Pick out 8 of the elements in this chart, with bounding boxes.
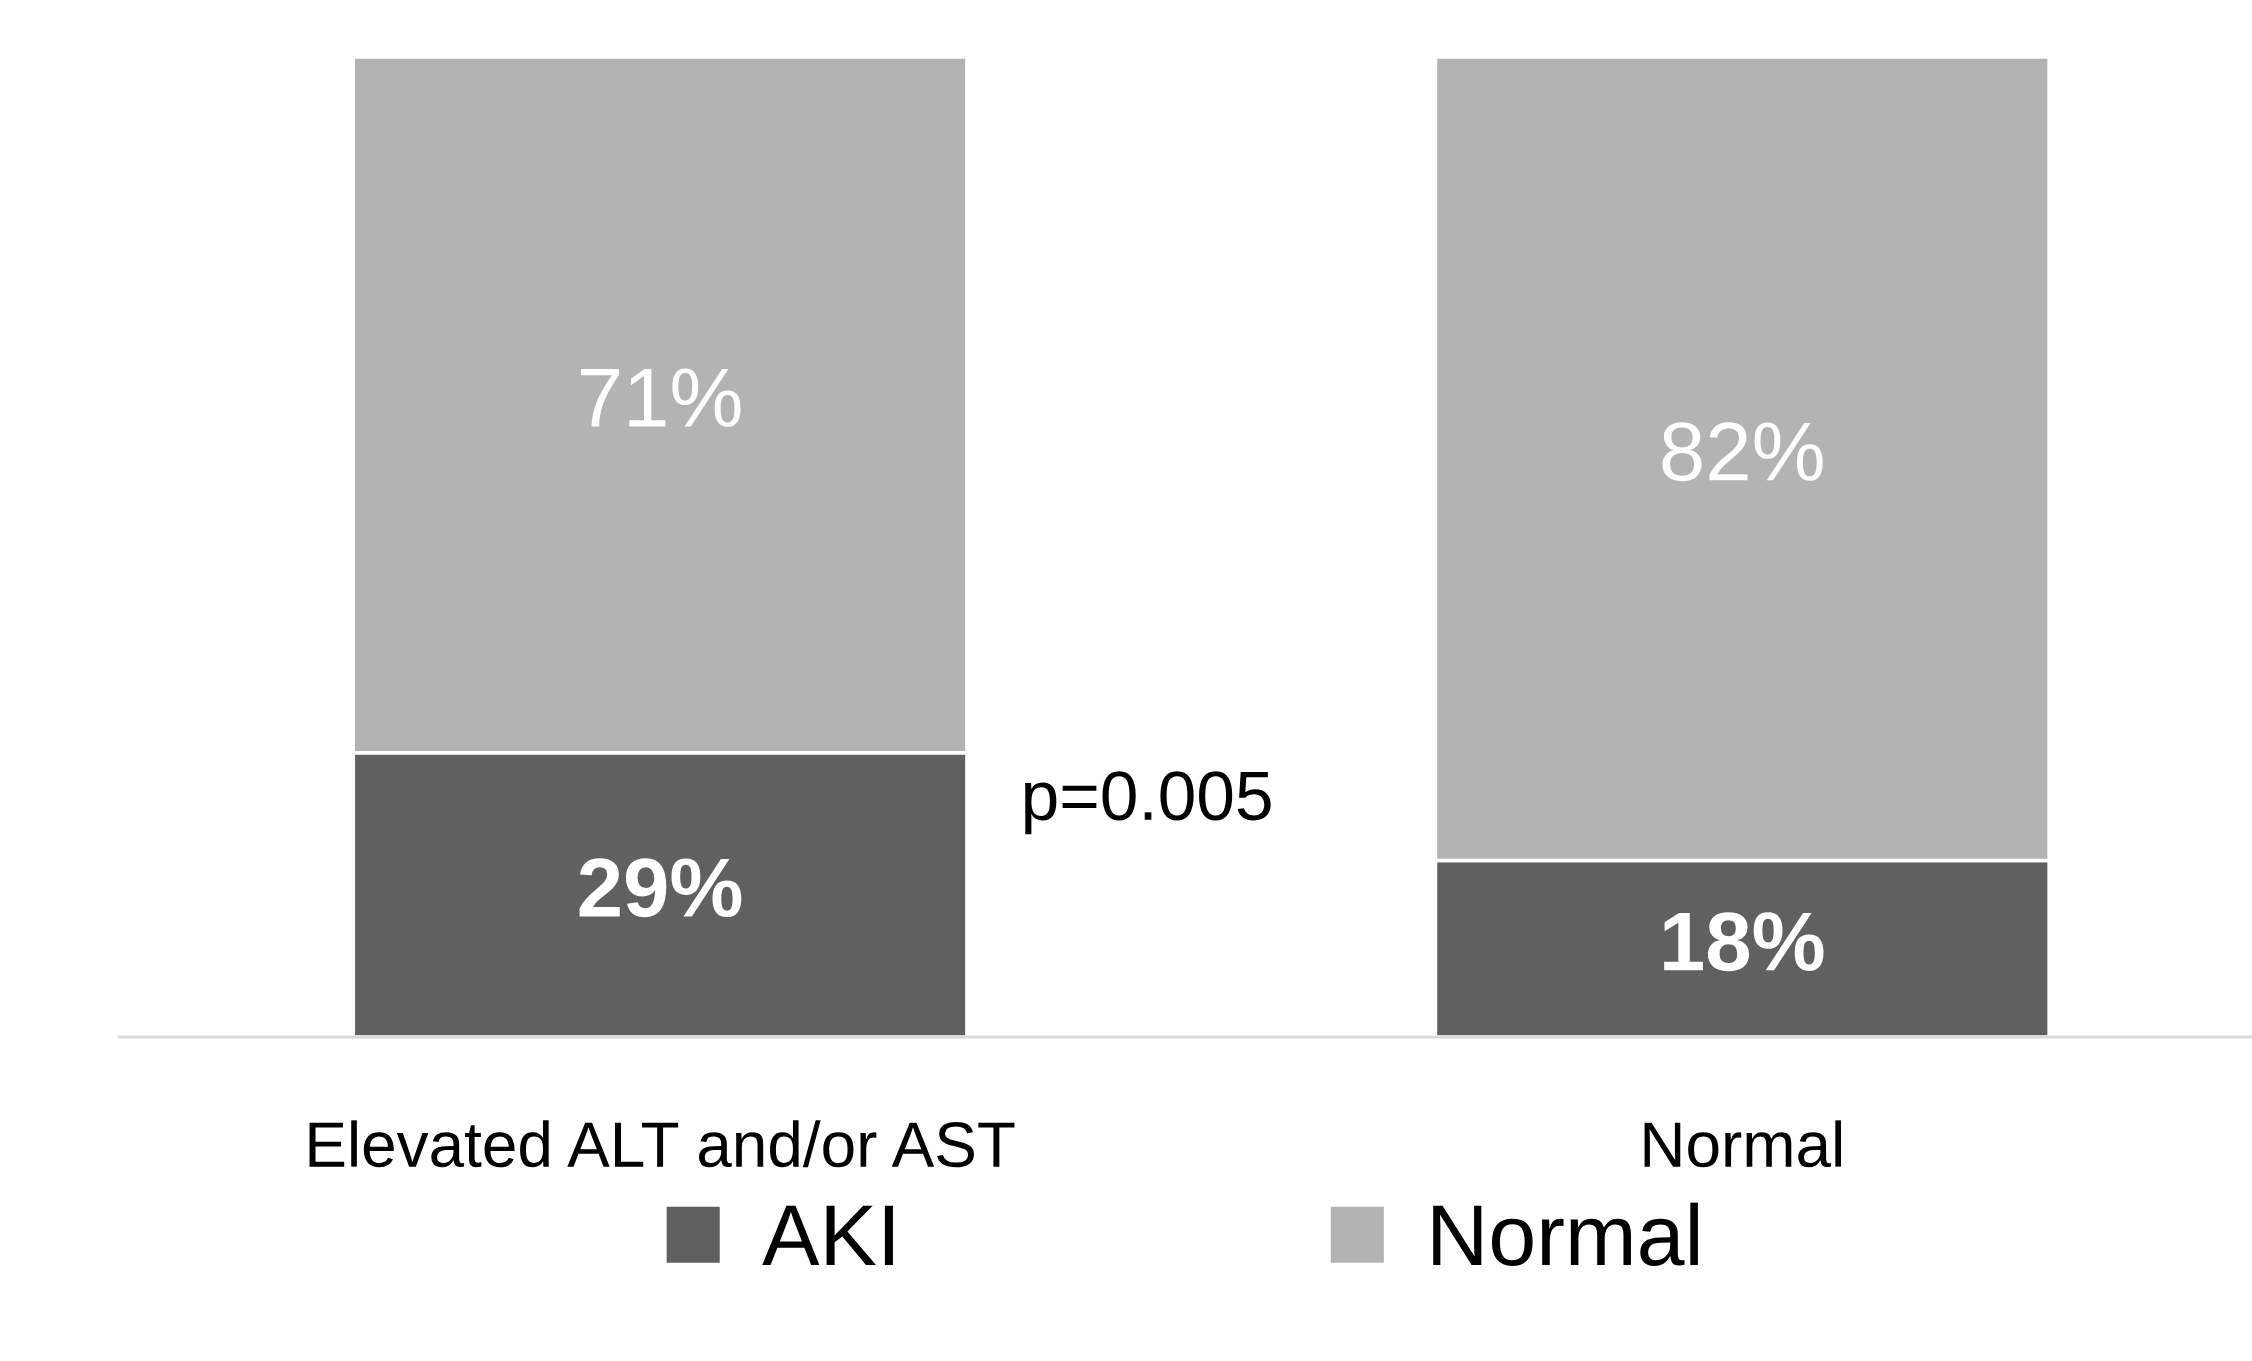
data-label: 71% — [580, 368, 741, 427]
x-tick-label: Elevated ALT and/or AST — [309, 1120, 1015, 1168]
data-label: 82% — [1662, 422, 1823, 482]
annotation: p=0.005 — [1025, 771, 1271, 835]
legend-label: Normal — [1433, 1202, 1698, 1266]
data-label: 29% — [579, 858, 742, 918]
legend-label: AKI — [762, 1205, 893, 1266]
data-label: 18% — [1664, 912, 1824, 972]
